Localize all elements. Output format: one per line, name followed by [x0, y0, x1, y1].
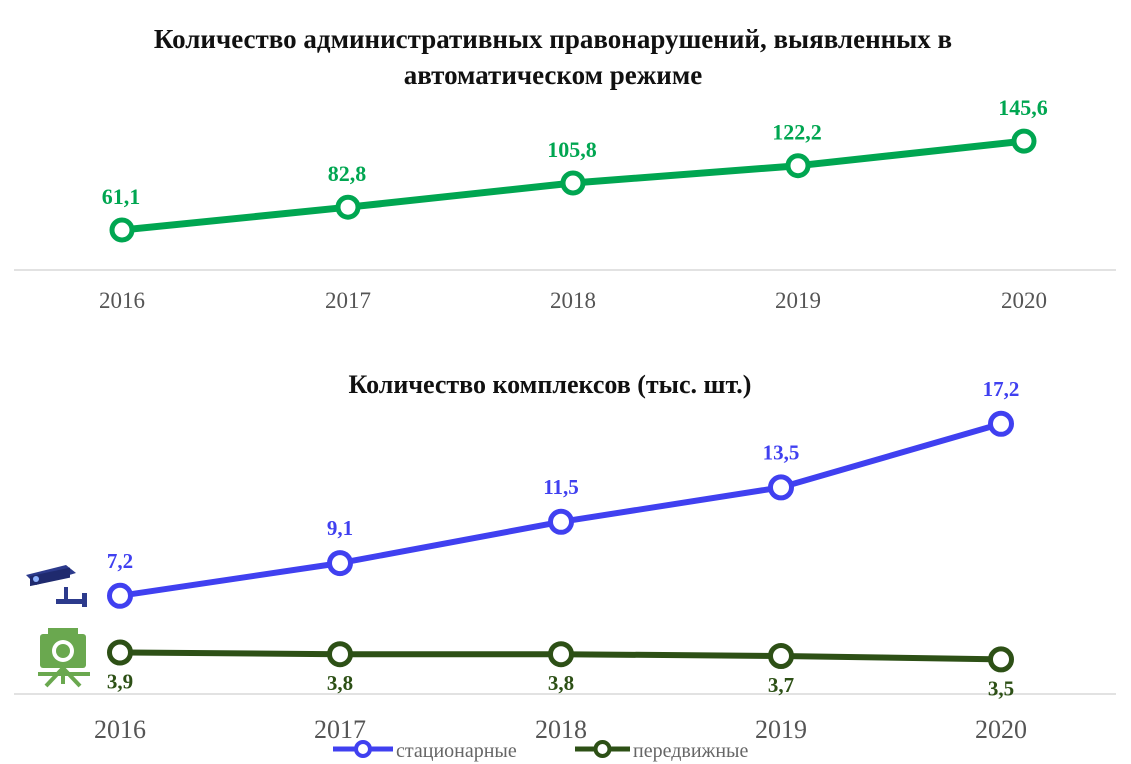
speed-camera-icon — [26, 565, 87, 607]
chart2-point — [988, 646, 1014, 673]
legend-label: передвижные — [633, 740, 748, 762]
chart1-point — [335, 194, 361, 220]
chart1-x-tick: 2018 — [550, 288, 596, 313]
chart1-x-ticks: 2016 2017 2018 2019 2020 — [99, 288, 1047, 313]
chart2-x-tick: 2018 — [535, 715, 587, 744]
chart1-data-label: 122,2 — [772, 120, 822, 145]
chart2-point — [327, 550, 353, 577]
chart2-data-label: 13,5 — [763, 440, 800, 464]
chart1-data-label: 105,8 — [547, 137, 597, 162]
chart2-point — [548, 508, 574, 535]
chart2-point — [768, 474, 794, 501]
chart2-data-label: 17,2 — [983, 377, 1020, 401]
chart2-x-tick: 2016 — [94, 715, 146, 744]
chart2-x-tick: 2019 — [755, 715, 807, 744]
chart2-legend: стационарные передвижные — [333, 740, 748, 762]
chart2-x-tick: 2017 — [314, 715, 366, 744]
chart2-x-tick: 2020 — [975, 715, 1027, 744]
chart1-x-tick: 2019 — [775, 288, 821, 313]
chart2-data-label: 3,8 — [548, 671, 574, 695]
chart2-point — [988, 410, 1014, 437]
mobile-complex-icon — [38, 628, 90, 688]
chart1-point — [109, 217, 135, 243]
chart1-title-line2: автоматическом режиме — [404, 60, 703, 90]
chart2-title: Количество комплексов (тыс. шт.) — [349, 370, 752, 399]
chart2-data-label: 9,1 — [327, 516, 353, 540]
chart2-point — [107, 639, 133, 666]
chart2-point — [768, 643, 794, 669]
chart1-data-label: 145,6 — [998, 95, 1048, 120]
chart1-x-tick: 2016 — [99, 288, 145, 313]
legend-swatch-marker — [354, 740, 372, 758]
chart2-series — [107, 410, 1014, 673]
chart1-point — [1011, 128, 1037, 154]
chart2-data-labels: 7,2 9,1 11,5 13,5 17,2 3,9 3,8 3,8 3,7 3,5 — [107, 377, 1020, 701]
chart2-data-label: 3,7 — [768, 673, 794, 697]
chart2-point — [548, 641, 574, 668]
legend-label: стационарные — [396, 740, 517, 762]
chart1-series — [109, 128, 1037, 243]
chart1-point — [785, 153, 811, 179]
chart2-data-label: 3,5 — [988, 676, 1014, 700]
chart2-point — [107, 582, 133, 609]
chart1-data-label: 82,8 — [328, 161, 367, 186]
chart1-data-labels: 61,1 82,8 105,8 122,2 145,6 — [102, 95, 1048, 209]
chart1-title-line1: Количество административных правонарушен… — [154, 24, 952, 54]
chart1-x-tick: 2017 — [325, 288, 371, 313]
chart2-data-label: 3,8 — [327, 671, 353, 695]
chart2-data-label: 11,5 — [543, 475, 579, 499]
chart1-point — [560, 170, 586, 196]
chart2-point — [327, 641, 353, 668]
chart1-x-tick: 2020 — [1001, 288, 1047, 313]
chart2-data-label: 3,9 — [107, 670, 133, 694]
chart1-data-label: 61,1 — [102, 184, 141, 209]
chart2-data-label: 7,2 — [107, 549, 133, 573]
legend-swatch-marker — [593, 740, 612, 758]
chart2-x-ticks: 2016 2017 2018 2019 2020 — [94, 715, 1027, 744]
